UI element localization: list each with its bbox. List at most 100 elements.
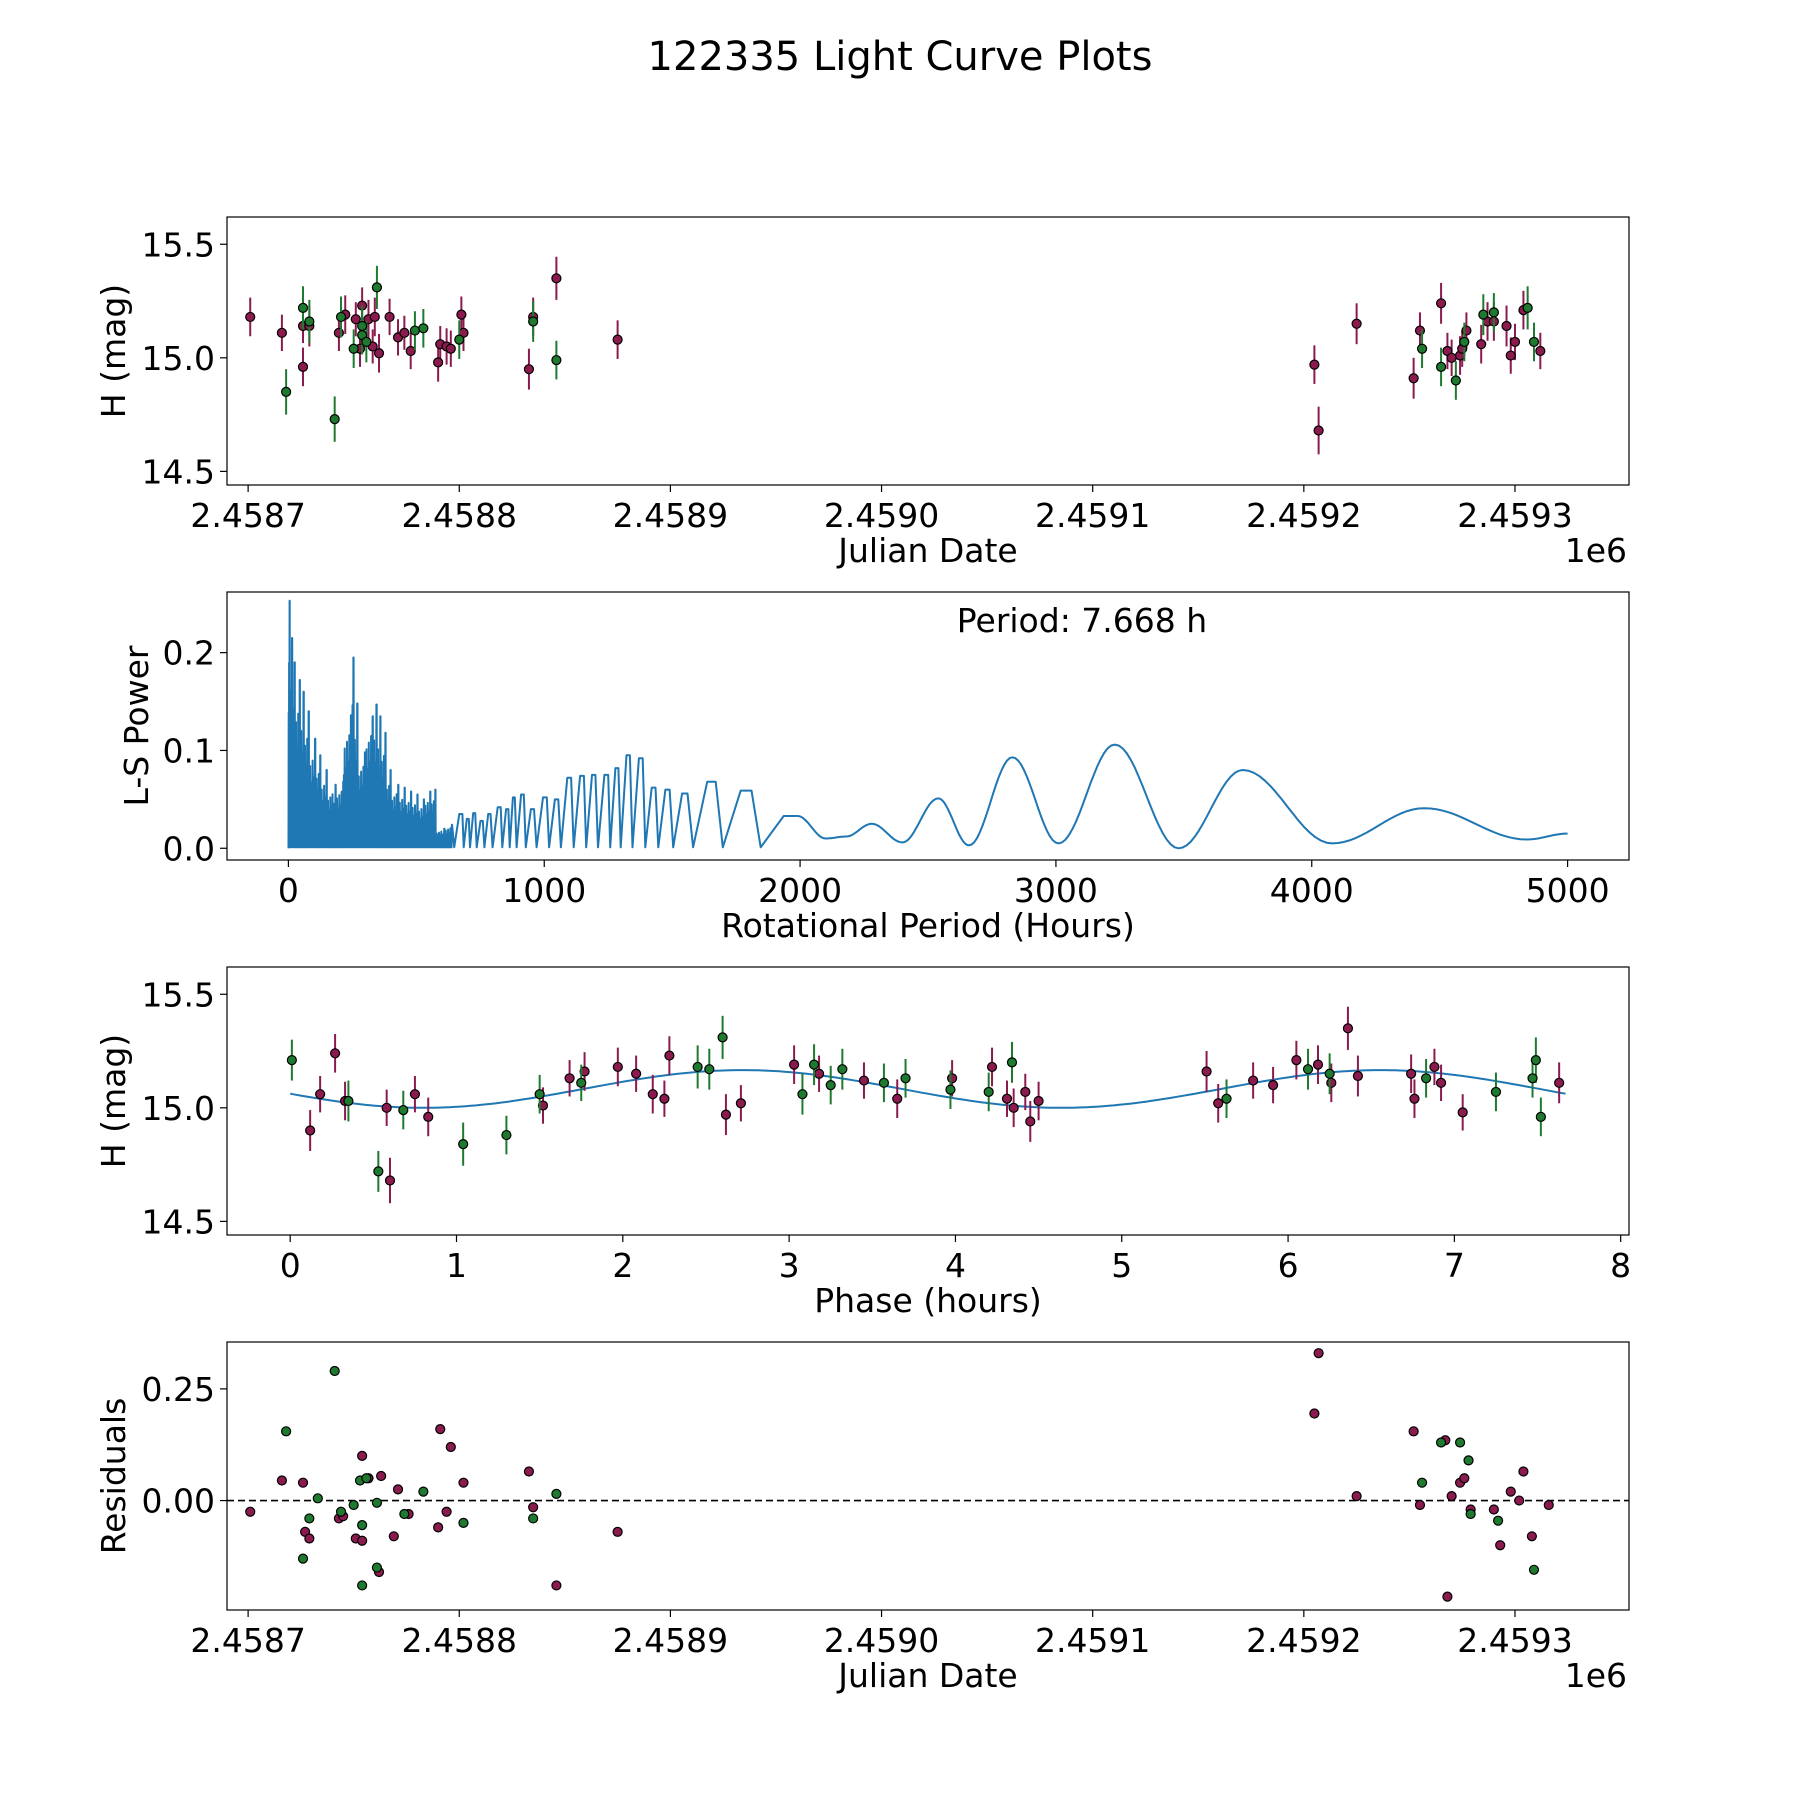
green-data-point	[343, 1095, 354, 1107]
green-data-point	[286, 1055, 297, 1066]
magenta-data-point	[1509, 336, 1521, 348]
magenta-residual-point	[528, 1502, 539, 1513]
green-residual-point	[1454, 1437, 1466, 1448]
magenta-residual-point	[1446, 1490, 1457, 1502]
x-tick-label: 7	[1444, 1246, 1465, 1285]
residuals-xlabel: Julian Date	[836, 1656, 1018, 1695]
green-data-point	[1488, 307, 1499, 318]
period-annotation: Period: 7.668 h	[957, 601, 1207, 640]
light-curve-frame	[226, 216, 1630, 486]
green-residual-point	[361, 1473, 372, 1484]
green-data-point	[1535, 1111, 1546, 1122]
periodogram-ylabel: L-S Power	[117, 645, 156, 806]
magenta-data-point	[1201, 1066, 1212, 1077]
magenta-data-point	[409, 1089, 421, 1100]
magenta-data-point	[1505, 350, 1516, 361]
magenta-data-point	[1025, 1116, 1036, 1127]
magenta-data-point	[384, 1175, 396, 1186]
magenta-data-point	[1008, 1102, 1019, 1113]
magenta-residual-point	[1309, 1408, 1320, 1419]
magenta-residual-point	[523, 1466, 535, 1477]
x-tick-label: 3	[779, 1246, 800, 1285]
green-residual-point	[281, 1426, 292, 1437]
x-tick-label: 2.4589	[613, 496, 728, 535]
magenta-data-point	[297, 361, 309, 372]
magenta-residual-point	[357, 1535, 368, 1546]
magenta-data-point	[1461, 325, 1472, 336]
green-data-point	[297, 302, 309, 313]
magenta-residual-point	[1526, 1531, 1537, 1542]
green-data-point	[983, 1086, 994, 1098]
magenta-data-point	[1313, 425, 1324, 436]
magenta-data-point	[659, 1093, 670, 1104]
green-residual-point	[329, 1365, 340, 1377]
magenta-data-point	[986, 1061, 998, 1073]
magenta-data-point	[579, 1066, 590, 1077]
magenta-data-point	[1351, 318, 1362, 329]
magenta-residual-point	[1459, 1473, 1470, 1484]
green-data-point	[797, 1089, 808, 1100]
x-tick-label: 2.4588	[402, 1621, 517, 1660]
magenta-data-point	[333, 327, 345, 338]
magenta-data-point	[384, 311, 395, 323]
x-tick-label: 2.4587	[190, 1621, 305, 1660]
x-tick-label: 1	[446, 1246, 467, 1285]
y-tick-label: 0.1	[163, 731, 215, 770]
magenta-residual-point	[1488, 1504, 1499, 1515]
green-data-point	[1435, 361, 1447, 372]
residuals-ylabel: Residuals	[94, 1398, 133, 1555]
x-tick-label: 3000	[1014, 871, 1098, 910]
green-residual-point	[371, 1562, 383, 1573]
magenta-data-point	[1476, 339, 1487, 350]
y-tick-label: 0.25	[142, 1370, 215, 1409]
residuals-offset-label: 1e6	[1565, 1656, 1627, 1695]
magenta-data-point	[564, 1073, 575, 1084]
magenta-data-point	[1342, 1023, 1354, 1034]
green-residual-point	[1528, 1564, 1540, 1575]
residuals-frame	[226, 1341, 1630, 1611]
green-residual-point	[458, 1517, 469, 1529]
phased-light-curve-marks	[286, 1006, 1566, 1204]
magenta-data-point	[1352, 1070, 1364, 1082]
green-data-point	[1324, 1068, 1335, 1079]
magenta-data-point	[350, 314, 361, 325]
light-curve-xlabel: Julian Date	[836, 531, 1018, 570]
green-data-point	[878, 1077, 890, 1088]
phased-light-curve-panel: 0 1 2 3 4 5 6 7 8 14.5 15.0 15.5 Phase (hours) H (m…	[94, 966, 1631, 1320]
magenta-data-point	[612, 334, 623, 345]
green-data-point	[534, 1089, 545, 1100]
green-data-point	[371, 282, 383, 293]
green-residual-point	[304, 1513, 315, 1524]
periodogram-ticks: 0 1000 2000 3000 4000 5000 0.0 0.1 0.2	[163, 634, 1610, 910]
green-residual-point	[551, 1488, 562, 1499]
magenta-data-point	[1408, 373, 1419, 384]
x-tick-label: 8	[1610, 1246, 1631, 1285]
green-data-point	[373, 1166, 384, 1177]
magenta-data-point	[551, 273, 562, 284]
green-residual-point	[335, 1506, 347, 1517]
magenta-data-point	[1501, 320, 1512, 332]
green-residual-point	[1416, 1477, 1428, 1488]
magenta-data-point	[1435, 1077, 1447, 1088]
magenta-data-point	[664, 1050, 675, 1061]
magenta-data-point	[445, 343, 456, 354]
green-residual-point	[348, 1499, 359, 1511]
phased-light-curve-xlabel: Phase (hours)	[814, 1281, 1042, 1320]
periodogram-marks	[287, 599, 1568, 850]
green-data-point	[900, 1073, 911, 1084]
magenta-residual-point	[1408, 1426, 1419, 1437]
magenta-data-point	[1248, 1075, 1259, 1086]
green-data-point	[528, 316, 539, 327]
green-data-point	[808, 1059, 820, 1070]
light-curve-ylabel: H (mag)	[94, 284, 133, 418]
green-data-point	[1416, 343, 1428, 354]
figure-title: 122335 Light Curve Plots	[648, 34, 1153, 80]
magenta-data-point	[1554, 1077, 1565, 1088]
residuals-panel: 2.4587 2.4588 2.4589 2.4590 2.4591 2.4592 2.45…	[94, 1341, 1630, 1695]
magenta-residual-point	[357, 1450, 368, 1462]
magenta-residual-point	[435, 1423, 446, 1435]
green-residual-point	[399, 1508, 410, 1520]
magenta-data-point	[399, 327, 410, 338]
magenta-data-point	[1309, 359, 1320, 370]
